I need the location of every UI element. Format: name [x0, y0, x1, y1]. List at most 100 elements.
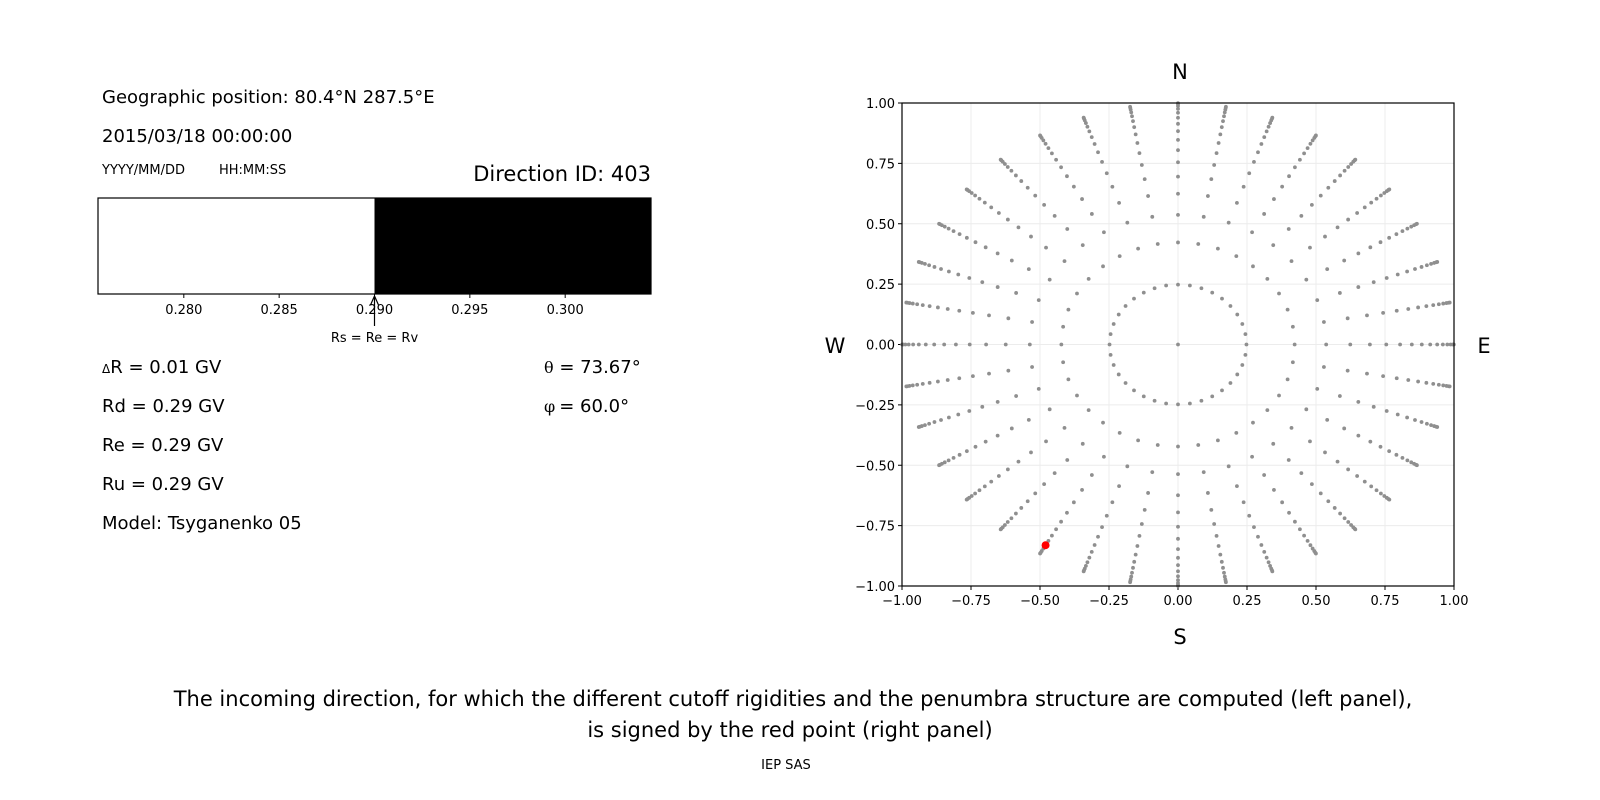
direction-point	[1152, 398, 1157, 403]
direction-point	[1228, 304, 1233, 308]
direction-point	[1036, 386, 1041, 391]
direction-point	[1384, 409, 1389, 413]
direction-point	[1089, 212, 1094, 216]
direction-point	[1413, 267, 1417, 271]
direction-point	[956, 272, 961, 277]
direction-point	[1071, 184, 1076, 189]
direction-point	[1308, 245, 1312, 250]
direction-point	[1086, 408, 1091, 413]
direction-point	[1044, 245, 1048, 250]
direction-point	[1089, 549, 1094, 554]
direction-point	[1314, 133, 1318, 138]
direction-point	[1367, 342, 1372, 347]
direction-point	[1342, 168, 1347, 173]
direction-point	[1081, 569, 1086, 574]
direction-point	[1141, 290, 1146, 295]
direction-point	[1445, 342, 1450, 347]
direction-point	[973, 193, 978, 198]
direction-point	[1298, 527, 1302, 532]
direction-point	[1256, 150, 1260, 155]
direction-point	[1289, 259, 1294, 264]
direction-point	[1394, 452, 1399, 457]
direction-point	[1395, 272, 1400, 277]
direction-point	[1129, 574, 1134, 579]
direction-point	[1429, 423, 1433, 427]
direction-point	[1315, 298, 1320, 303]
direction-point	[1355, 474, 1360, 478]
direction-point	[1150, 470, 1155, 475]
y-tick-label: −0.50	[855, 459, 895, 474]
direction-point	[1241, 184, 1246, 189]
direction-point	[1046, 146, 1051, 151]
direction-point	[1243, 332, 1248, 336]
direction-point	[1413, 418, 1417, 422]
direction-point	[995, 251, 1000, 256]
direction-point	[1270, 115, 1275, 120]
y-tick-label: 0.00	[866, 339, 895, 354]
credit: IEP SAS	[761, 758, 811, 773]
direction-point	[1108, 353, 1113, 357]
direction-point	[1155, 242, 1160, 246]
selected-direction-point	[1041, 541, 1050, 550]
direction-point	[956, 412, 961, 417]
compass-south: S	[1173, 625, 1186, 649]
direction-point	[1014, 394, 1019, 398]
direction-point	[1222, 110, 1227, 115]
direction-point	[1322, 365, 1326, 369]
direction-point	[982, 200, 987, 205]
compass-north: N	[1172, 60, 1188, 84]
direction-point	[1152, 286, 1157, 291]
direction-point	[1428, 342, 1433, 347]
direction-point	[1176, 493, 1180, 498]
direction-point	[1206, 194, 1210, 198]
direction-point	[1059, 519, 1063, 524]
direction-point	[1215, 246, 1220, 251]
direction-point	[1250, 454, 1254, 459]
direction-point	[1133, 552, 1138, 557]
direction-point	[964, 497, 969, 502]
direction-point	[1066, 377, 1071, 382]
direction-point	[1176, 547, 1180, 552]
direction-point	[1220, 296, 1224, 301]
direction-point	[1135, 141, 1140, 145]
direction-point	[1061, 360, 1066, 365]
direction-point	[1308, 439, 1312, 444]
direction-point	[1123, 304, 1128, 308]
direction-point	[957, 232, 962, 237]
direction-point	[1346, 467, 1351, 472]
direction-point	[1080, 441, 1085, 446]
direction-point	[1210, 394, 1215, 399]
direction-point	[1132, 559, 1137, 564]
bar-x-tick-label: 0.285	[261, 303, 298, 318]
direction-point	[967, 276, 972, 280]
direction-point	[983, 245, 988, 250]
direction-point	[942, 342, 947, 347]
direction-point	[1065, 458, 1070, 462]
direction-point	[1251, 264, 1255, 269]
direction-point	[937, 221, 941, 226]
direction-point	[1289, 425, 1294, 430]
direction-point	[1176, 282, 1180, 287]
theta-symbol: θ	[544, 358, 554, 377]
direction-point	[1132, 296, 1136, 301]
direction-point	[923, 262, 927, 266]
direction-point	[1293, 165, 1297, 170]
direction-point	[1381, 374, 1386, 379]
phi-text: = 60.0°	[559, 396, 629, 417]
direction-point	[927, 421, 932, 426]
direction-point	[1150, 214, 1155, 219]
direction-point	[945, 378, 950, 382]
direction-point	[995, 433, 1000, 438]
direction-point	[1259, 142, 1264, 146]
direction-point	[945, 307, 950, 311]
direction-point	[1043, 141, 1048, 146]
direction-point	[1265, 408, 1270, 413]
direction-point	[1406, 378, 1411, 382]
direction-point	[911, 342, 916, 347]
direction-point	[1271, 441, 1276, 446]
direction-point	[1308, 543, 1313, 548]
direction-point	[1212, 522, 1217, 526]
direction-point	[1441, 301, 1446, 306]
direction-point	[916, 342, 921, 347]
direction-point	[964, 449, 969, 454]
